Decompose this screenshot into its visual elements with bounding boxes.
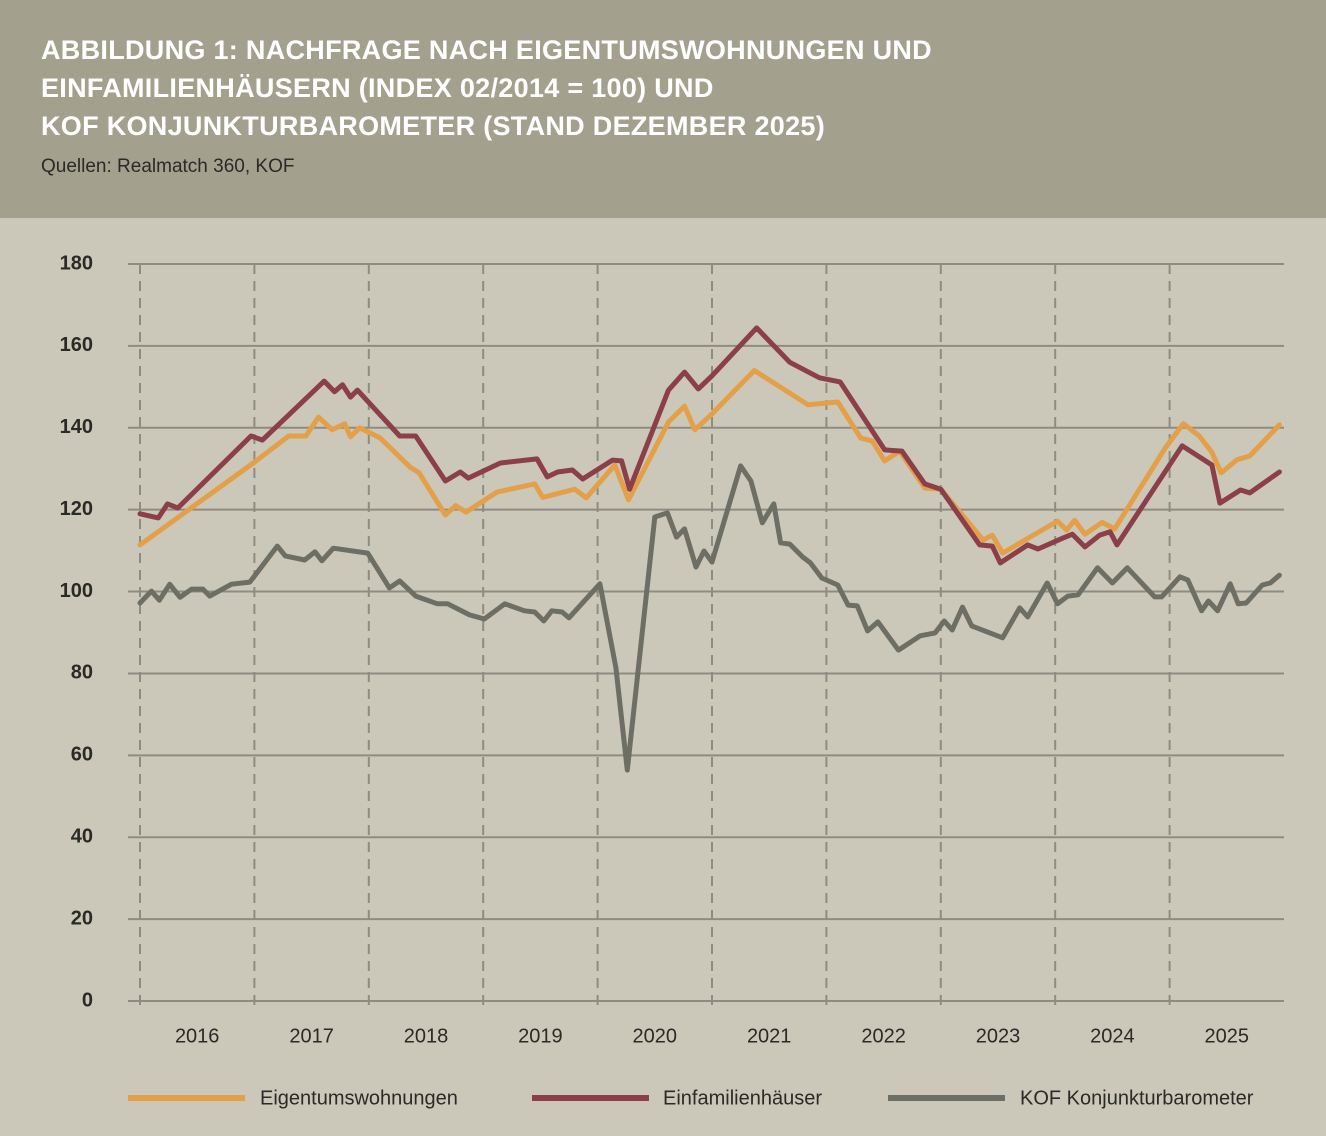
- y-tick-label: 20: [71, 907, 93, 929]
- y-tick-label: 80: [71, 662, 93, 684]
- chart-title: EINFAMILIENHÄUSERN (INDEX 02/2014 = 100)…: [41, 73, 714, 103]
- x-tick-label: 2022: [861, 1025, 906, 1047]
- y-tick-label: 120: [60, 498, 93, 520]
- header-band: [0, 0, 1326, 218]
- y-tick-label: 60: [71, 744, 93, 766]
- legend-label: KOF Konjunkturbarometer: [1020, 1087, 1254, 1109]
- x-tick-label: 2021: [747, 1025, 792, 1047]
- x-tick-label: 2023: [976, 1025, 1021, 1047]
- y-tick-label: 40: [71, 826, 93, 848]
- x-tick-label: 2025: [1205, 1025, 1250, 1047]
- series-line: [137, 463, 1282, 773]
- y-tick-label: 160: [60, 334, 93, 356]
- x-tick-label: 2019: [518, 1025, 563, 1047]
- chart-subtitle: Quellen: Realmatch 360, KOF: [41, 156, 294, 177]
- y-tick-label: 0: [82, 989, 93, 1011]
- chart-title: KOF KONJUNKTURBAROMETER (STAND DEZEMBER …: [41, 111, 825, 141]
- chart-title: ABBILDUNG 1: NACHFRAGE NACH EIGENTUMSWOH…: [41, 35, 932, 65]
- x-tick-label: 2016: [175, 1025, 220, 1047]
- series-line: [137, 325, 1282, 566]
- y-tick-label: 180: [60, 252, 93, 274]
- x-tick-label: 2024: [1090, 1025, 1135, 1047]
- series-line: [137, 368, 1282, 556]
- y-tick-label: 140: [60, 416, 93, 438]
- y-tick-label: 100: [60, 580, 93, 602]
- legend-label: Eigentumswohnungen: [260, 1087, 458, 1109]
- x-tick-label: 2018: [404, 1025, 449, 1047]
- legend-label: Einfamilienhäuser: [663, 1087, 822, 1109]
- x-tick-label: 2020: [633, 1025, 678, 1047]
- x-tick-label: 2017: [289, 1025, 334, 1047]
